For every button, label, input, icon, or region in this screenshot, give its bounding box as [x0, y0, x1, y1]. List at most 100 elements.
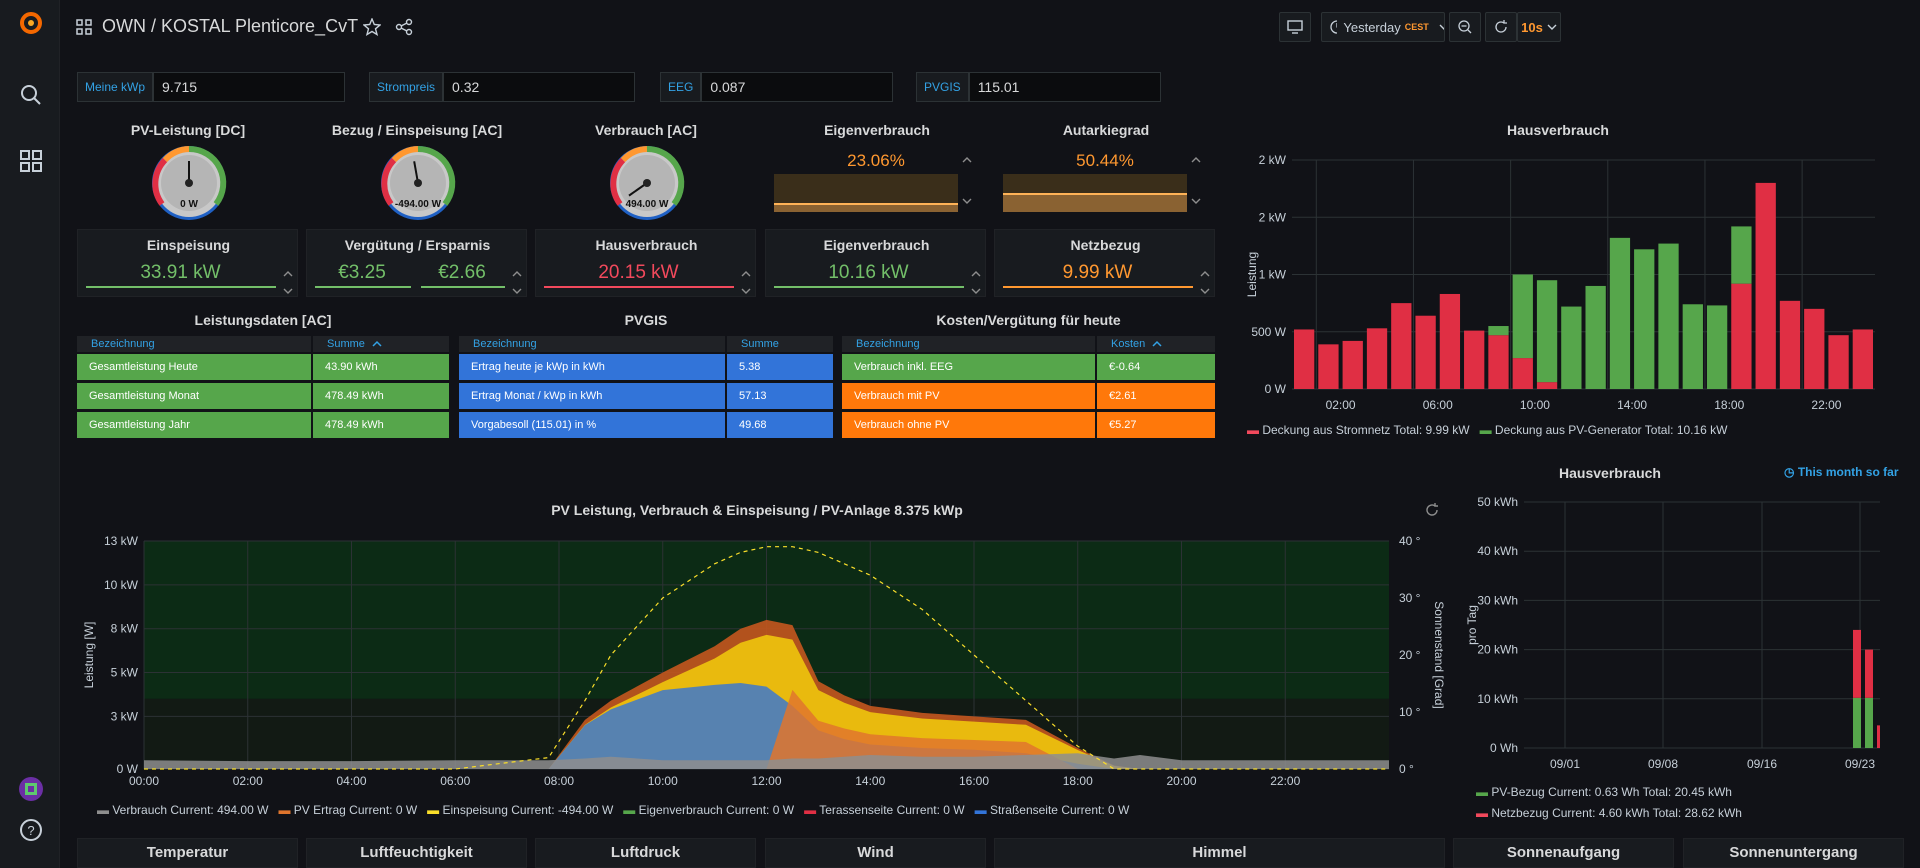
bottom-panel-title[interactable]: Luftfeuchtigkeit — [306, 838, 527, 868]
legend-series-name: Straßenseite — [989, 803, 1058, 817]
bar[interactable] — [1488, 335, 1509, 389]
refresh-interval-picker[interactable]: 10s — [1517, 12, 1561, 42]
y2-tick-label: 40 ° — [1399, 534, 1421, 548]
bar[interactable] — [1366, 328, 1388, 389]
bar[interactable] — [1415, 315, 1436, 389]
legend-item[interactable]: ▬ Einspeisung Current: -494.00 W — [427, 803, 614, 817]
bar[interactable] — [1865, 649, 1873, 698]
bar[interactable] — [1536, 382, 1558, 389]
bar[interactable] — [1779, 300, 1801, 389]
variable-input[interactable]: 0.087 — [701, 72, 894, 102]
stat-panel-1[interactable]: Vergütung / Ersparnis €3.25 €2.66 — [306, 229, 527, 297]
bar[interactable] — [1318, 344, 1339, 389]
bar[interactable] — [1536, 280, 1558, 383]
scroll-arrows-icon[interactable] — [281, 270, 295, 296]
bar[interactable] — [1877, 725, 1880, 748]
bar[interactable] — [1706, 305, 1728, 389]
bar[interactable] — [1731, 226, 1752, 284]
scroll-arrows-icon[interactable] — [960, 154, 974, 209]
zoom-out-button[interactable] — [1449, 12, 1481, 42]
column-header[interactable]: Summe — [727, 336, 833, 352]
scroll-arrows-icon[interactable] — [510, 270, 524, 296]
dashboards-icon[interactable] — [18, 148, 44, 174]
bar[interactable] — [1512, 358, 1533, 389]
bar[interactable] — [1852, 329, 1873, 389]
bar[interactable] — [1391, 303, 1412, 389]
legend-item[interactable]: ▬ Eigenverbrauch Current: 0 W — [623, 803, 795, 817]
bar[interactable] — [1609, 237, 1631, 389]
bar[interactable] — [1464, 330, 1485, 389]
scroll-arrows-icon[interactable] — [1189, 154, 1203, 209]
legend-item[interactable]: ▬ Terassenseite Current: 0 W — [804, 803, 965, 817]
bar[interactable] — [1512, 274, 1533, 359]
legend-series-name: Terassenseite — [819, 803, 894, 817]
column-header[interactable]: Kosten — [1097, 336, 1215, 352]
main-power-chart[interactable]: 0 W 3 kW 5 kW 8 kW 10 kW 13 kW 0 ° 10 ° 20 ° 30 °… — [77, 525, 1447, 795]
bar[interactable] — [1804, 308, 1825, 389]
bar[interactable] — [1585, 285, 1606, 389]
column-header[interactable]: Summe — [313, 336, 449, 352]
bar[interactable] — [1634, 249, 1655, 389]
legend-series-name[interactable]: PV-Bezug — [1491, 785, 1545, 799]
column-header[interactable]: Bezeichnung — [842, 336, 1095, 352]
x-tick-label: 00:00 — [129, 774, 159, 788]
time-override-link[interactable]: ◷ This month so far — [1784, 465, 1899, 479]
refresh-icon[interactable] — [1424, 502, 1440, 518]
variable-input[interactable]: 9.715 — [153, 72, 346, 102]
grafana-logo-icon[interactable] — [18, 10, 44, 36]
scroll-arrows-icon[interactable] — [739, 270, 753, 296]
help-icon[interactable]: ? — [18, 817, 44, 843]
search-icon[interactable] — [18, 82, 44, 108]
legend-item[interactable]: ▬ PV Ertrag Current: 0 W — [278, 803, 418, 817]
stat-panel-2[interactable]: Hausverbrauch 20.15 kW — [535, 229, 756, 297]
variable-label: Strompreis — [369, 72, 444, 102]
bottom-panel-title[interactable]: Sonnenaufgang — [1453, 838, 1674, 868]
bottom-panel-title[interactable]: Sonnenuntergang — [1683, 838, 1904, 868]
refresh-button[interactable] — [1485, 12, 1517, 42]
bottom-panel-title[interactable]: Himmel — [994, 838, 1445, 868]
legend-series-name[interactable]: Netzbezug — [1491, 806, 1549, 820]
bar[interactable] — [1682, 304, 1703, 389]
stat-panel-3[interactable]: Eigenverbrauch 10.16 kW — [765, 229, 986, 297]
bar[interactable] — [1853, 697, 1861, 748]
bar[interactable] — [1853, 629, 1861, 698]
bar[interactable] — [1439, 293, 1461, 389]
tv-mode-button[interactable] — [1279, 12, 1311, 42]
scroll-arrows-icon[interactable] — [969, 270, 983, 296]
bar[interactable] — [1731, 283, 1752, 389]
stat-panel-0[interactable]: Einspeisung 33.91 kW — [77, 229, 298, 297]
strassenseite-area[interactable] — [144, 683, 1389, 769]
scroll-arrows-icon[interactable] — [1198, 270, 1212, 296]
verbrauch-area[interactable] — [144, 753, 1389, 769]
bar[interactable] — [1561, 306, 1582, 389]
bar[interactable] — [1755, 182, 1776, 389]
bar[interactable] — [1865, 697, 1873, 748]
share-icon[interactable] — [395, 18, 413, 36]
main-chart-title: PV Leistung, Verbrauch & Einspeisung / P… — [551, 502, 963, 518]
bar[interactable] — [1658, 243, 1679, 389]
legend-series-name[interactable]: Deckung aus Stromnetz — [1262, 423, 1391, 437]
dashboard-title[interactable]: OWN / KOSTAL Plenticore_CvT — [102, 16, 359, 36]
hausverbrauch-month-chart[interactable]: 0 Wh 10 kWh 20 kWh 30 kWh 40 kWh 50 kWh 09/01 0… — [1460, 490, 1890, 776]
bar[interactable] — [1828, 335, 1849, 389]
column-header[interactable]: Bezeichnung — [77, 336, 311, 352]
y-tick-label: 20 kWh — [1477, 643, 1518, 657]
variable-input[interactable]: 115.01 — [968, 72, 1161, 102]
bar[interactable] — [1488, 326, 1509, 336]
bottom-panel-title[interactable]: Temperatur — [77, 838, 298, 868]
avatar[interactable] — [18, 776, 44, 802]
variable-input[interactable]: 0.32 — [443, 72, 636, 102]
stat-panel-4[interactable]: Netzbezug 9.99 kW — [994, 229, 1215, 297]
bottom-panel-title[interactable]: Luftdruck — [535, 838, 756, 868]
legend-series-name[interactable]: Deckung aus PV-Generator — [1494, 423, 1642, 437]
bar[interactable] — [1294, 329, 1315, 389]
column-header[interactable]: Bezeichnung — [459, 336, 725, 352]
legend-item[interactable]: ▬ Straßenseite Current: 0 W — [974, 803, 1130, 817]
legend-item[interactable]: ▬ Verbrauch Current: 494.00 W — [97, 803, 269, 817]
star-icon[interactable] — [363, 18, 381, 36]
bottom-panel-title[interactable]: Wind — [765, 838, 986, 868]
hausverbrauch-hourly-chart[interactable]: 0 W 500 W 1 kW 2 kW 2 kW 02:00 06:00 10:00 14:00… — [1240, 140, 1880, 422]
bar[interactable] — [1342, 340, 1363, 389]
sonnenstand-line[interactable] — [144, 546, 1389, 770]
time-range-picker[interactable]: Yesterday CEST — [1321, 12, 1445, 42]
